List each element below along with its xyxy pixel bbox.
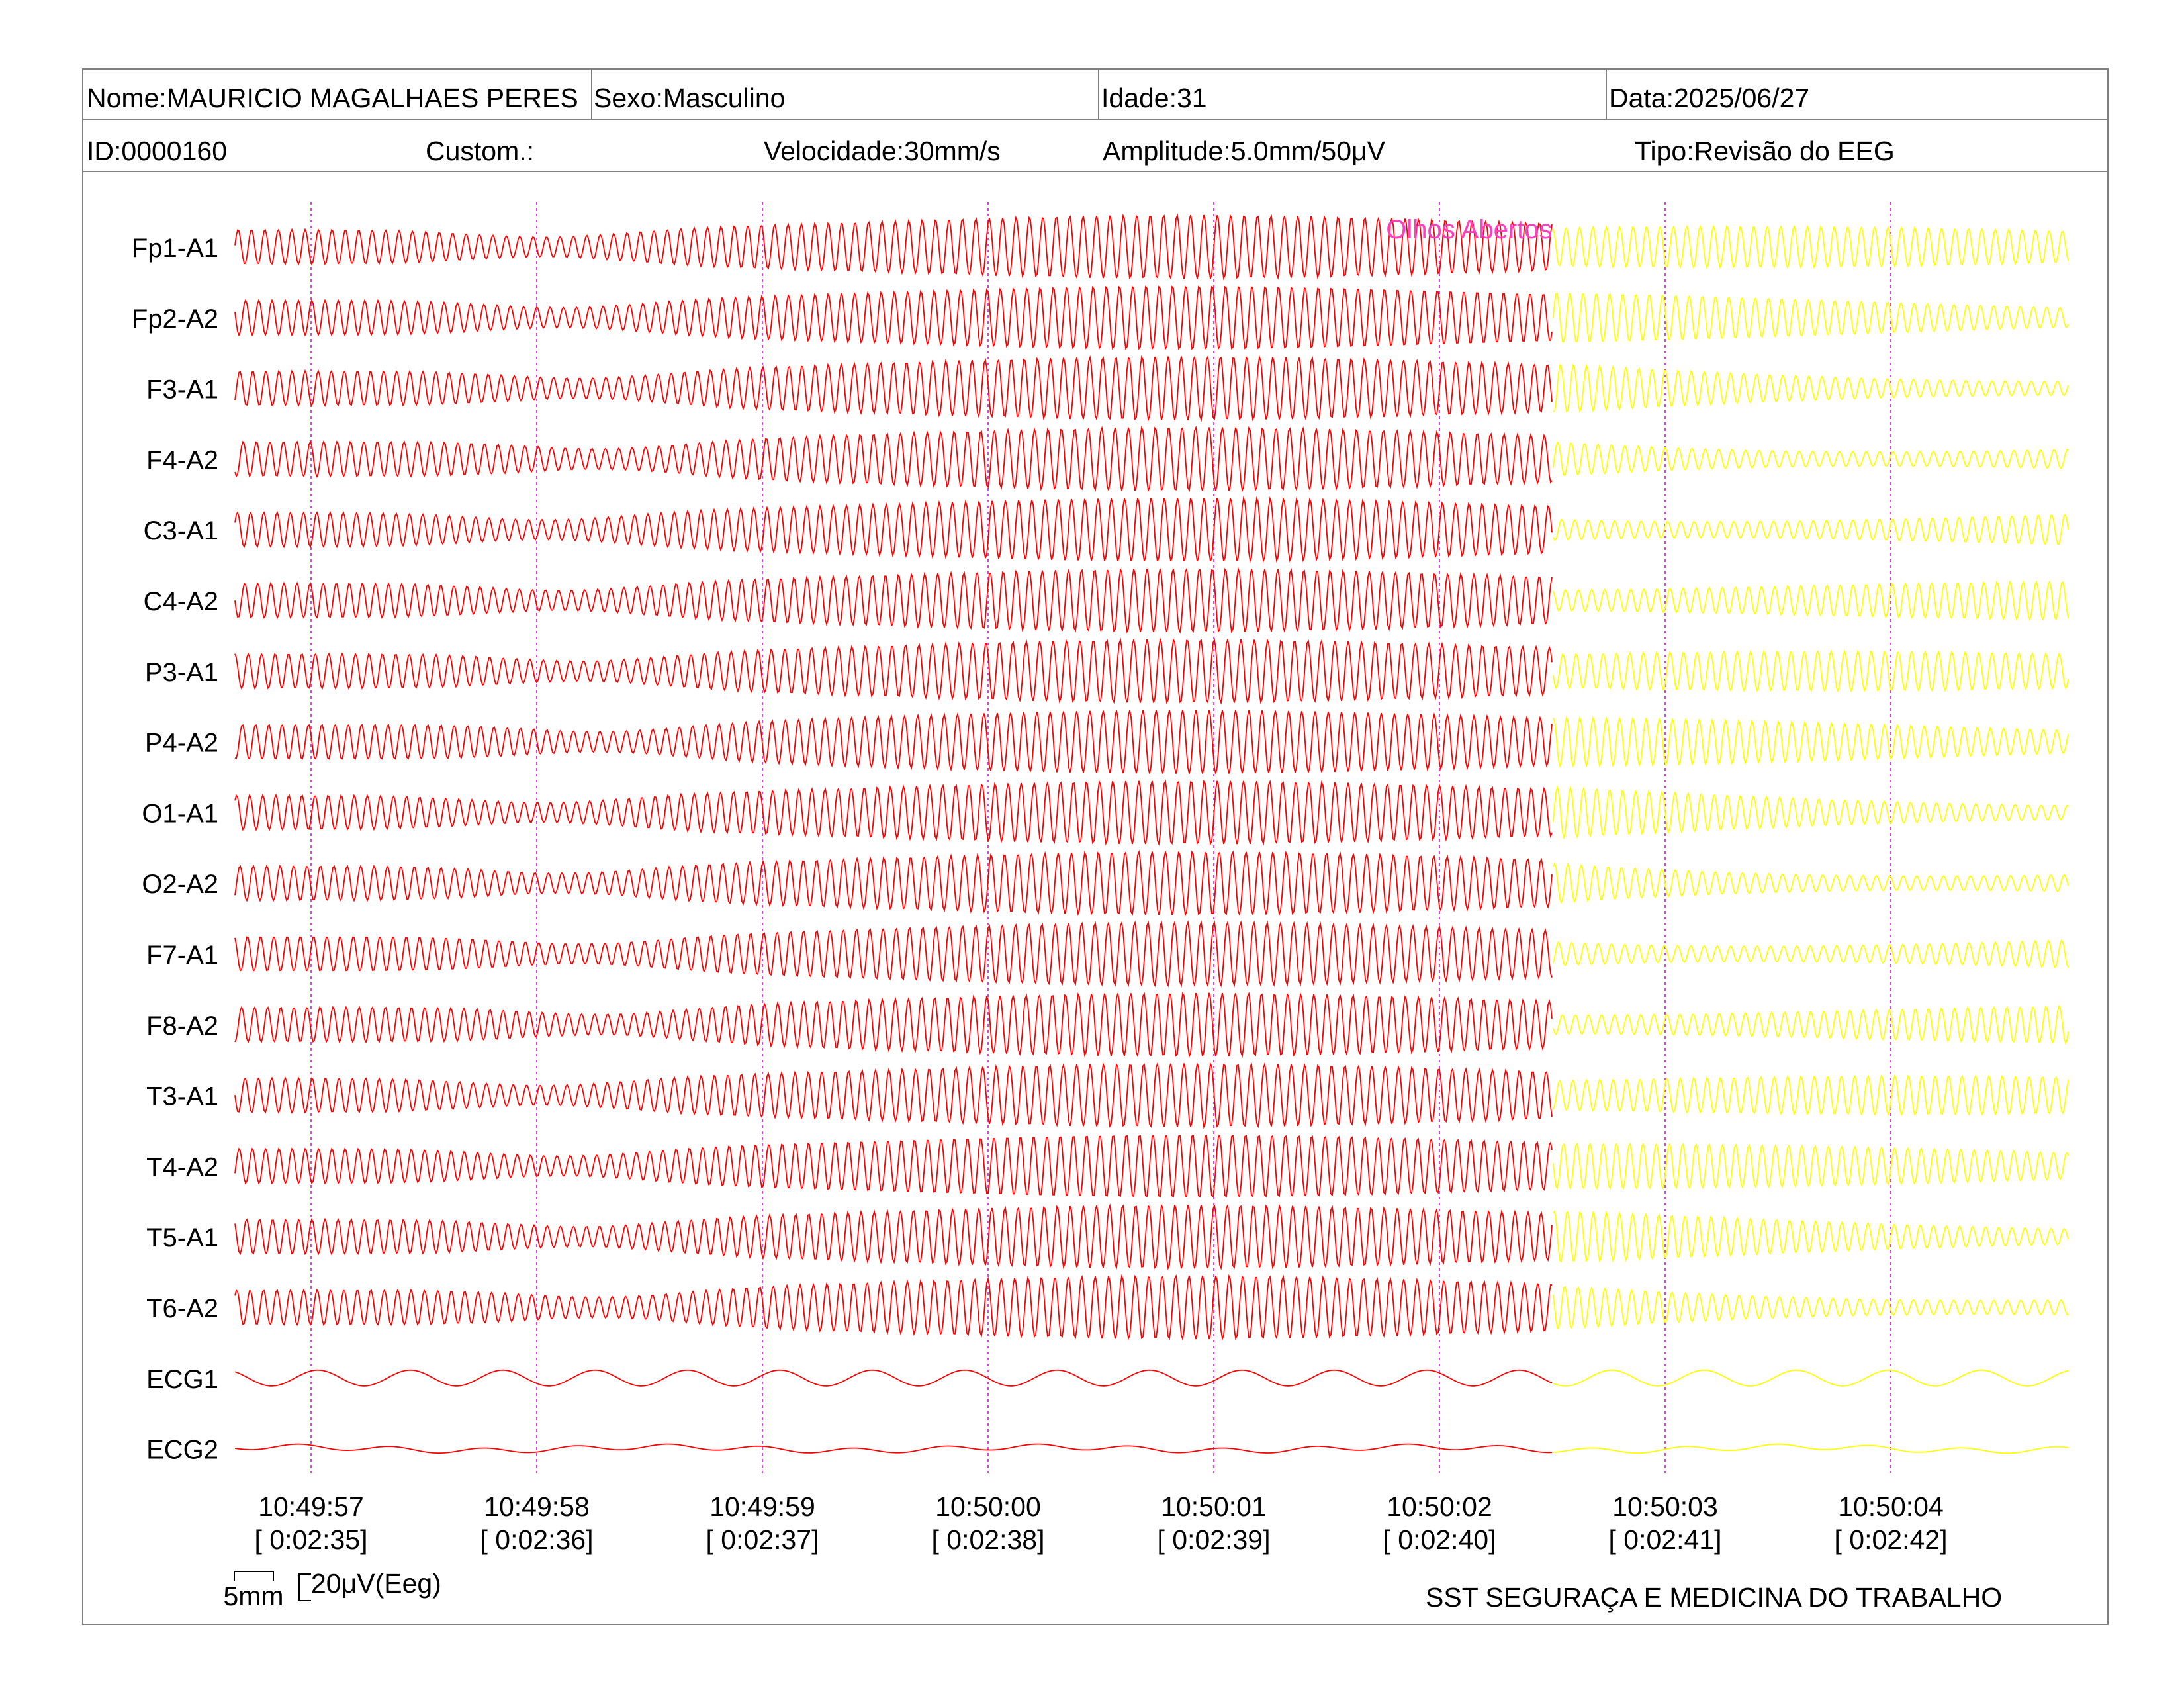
exam-date: Data:2025/06/27 (1609, 83, 1810, 113)
channel-label-F8-A2: F8-A2 (146, 1011, 218, 1041)
trace-ECG1-before (234, 1369, 1553, 1387)
trace-P3-A1-before (234, 637, 1553, 705)
tick-elapsed-4: [ 0:02:39] (1158, 1524, 1271, 1555)
trace-T6-A2-after (1553, 1286, 2069, 1329)
header-col-divider-2 (1098, 68, 1099, 120)
trace-O2-A2-after (1553, 861, 2069, 904)
exam-type: Tipo:Revisão do EEG (1635, 136, 1895, 166)
channel-label-T4-A2: T4-A2 (146, 1152, 218, 1182)
channel-label-Fp1-A1: Fp1-A1 (132, 234, 218, 263)
trace-C3-A1-after (1553, 514, 2069, 545)
channel-label-ECG1: ECG1 (146, 1365, 218, 1394)
channel-label-P4-A2: P4-A2 (145, 729, 218, 758)
patient-id: ID:0000160 (87, 136, 228, 166)
tick-elapsed-6: [ 0:02:41] (1609, 1524, 1722, 1555)
channel-label-T6-A2: T6-A2 (146, 1294, 218, 1323)
tick-elapsed-1: [ 0:02:36] (480, 1524, 594, 1555)
trace-T4-A2-after (1553, 1142, 2069, 1190)
tick-clock-3: 10:50:00 (935, 1491, 1041, 1522)
trace-ECG2-before (234, 1443, 1553, 1454)
tick-clock-6: 10:50:03 (1612, 1491, 1718, 1522)
channel-label-Fp2-A2: Fp2-A2 (132, 305, 218, 334)
channel-label-O1-A1: O1-A1 (142, 799, 218, 828)
amplitude: Amplitude:5.0mm/50μV (1103, 136, 1385, 166)
channel-label-O2-A2: O2-A2 (142, 870, 218, 899)
tick-elapsed-2: [ 0:02:37] (706, 1524, 819, 1555)
trace-Fp1-A1-before (234, 213, 1553, 281)
header-col-divider-3 (1606, 68, 1607, 120)
channel-label-C3-A1: C3-A1 (144, 516, 218, 545)
header-divider-2 (82, 171, 2109, 172)
trace-F4-A2-before (234, 425, 1553, 493)
trace-T6-A2-before (234, 1274, 1553, 1342)
trace-T4-A2-before (234, 1134, 1553, 1198)
tick-clock-1: 10:49:58 (484, 1491, 590, 1522)
amp-scale-label: 20μV(Eeg) (311, 1568, 441, 1599)
trace-P4-A2-before (234, 710, 1553, 774)
custom-field: Custom.: (426, 136, 535, 166)
tick-elapsed-7: [ 0:02:42] (1835, 1524, 1948, 1555)
chart-frame (82, 68, 2109, 1625)
trace-Fp2-A2-before (234, 285, 1553, 350)
header-col-divider-1 (591, 68, 592, 120)
tick-clock-2: 10:49:59 (709, 1491, 815, 1522)
trace-P3-A1-after (1553, 649, 2069, 693)
tick-clock-4: 10:50:01 (1161, 1491, 1267, 1522)
channel-label-F4-A2: F4-A2 (146, 445, 218, 475)
channel-label-P3-A1: P3-A1 (145, 658, 218, 687)
trace-F8-A2-before (234, 992, 1553, 1058)
trace-C4-A2-after (1553, 580, 2069, 621)
patient-sex: Sexo:Masculino (594, 83, 786, 113)
trace-O1-A1-before (234, 779, 1553, 847)
trace-Fp2-A2-after (1553, 293, 2069, 343)
trace-ECG1-after (1553, 1369, 2069, 1387)
patient-age: Idade:31 (1101, 83, 1207, 113)
amp-scale-bar (298, 1573, 311, 1601)
trace-ECG2-after (1553, 1443, 2069, 1454)
trace-T3-A1-after (1553, 1074, 2069, 1117)
tick-elapsed-3: [ 0:02:38] (932, 1524, 1045, 1555)
trace-F3-A1-before (234, 355, 1553, 422)
trace-O2-A2-before (234, 849, 1553, 917)
time-scale-bar (234, 1571, 274, 1581)
channel-label-C4-A2: C4-A2 (144, 587, 218, 616)
speed: Velocidade:30mm/s (764, 136, 1001, 166)
tick-clock-0: 10:49:57 (258, 1491, 364, 1522)
annotation-label: Olhos Abertos (1386, 215, 1552, 244)
tick-clock-7: 10:50:04 (1838, 1491, 1944, 1522)
channel-label-ECG2: ECG2 (146, 1436, 218, 1465)
trace-F7-A1-before (234, 920, 1553, 988)
trace-F7-A1-after (1553, 939, 2069, 969)
trace-F3-A1-after (1553, 363, 2069, 413)
trace-C3-A1-before (234, 496, 1553, 563)
header-divider-1 (82, 119, 2109, 120)
company-name: SST SEGURAÇA E MEDICINA DO TRABALHO (1426, 1582, 2003, 1613)
patient-name: Nome:MAURICIO MAGALHAES PERES (87, 83, 578, 113)
trace-Fp1-A1-after (1553, 224, 2069, 269)
tick-elapsed-5: [ 0:02:40] (1383, 1524, 1496, 1555)
trace-F8-A2-after (1553, 1005, 2069, 1045)
channel-label-F7-A1: F7-A1 (146, 941, 218, 970)
tick-elapsed-0: [ 0:02:35] (255, 1524, 368, 1555)
channel-label-F3-A1: F3-A1 (146, 375, 218, 404)
tick-clock-5: 10:50:02 (1387, 1491, 1492, 1522)
trace-O1-A1-after (1553, 784, 2069, 840)
trace-T5-A1-before (234, 1203, 1553, 1270)
trace-T5-A1-after (1553, 1209, 2069, 1263)
channel-label-T5-A1: T5-A1 (146, 1223, 218, 1252)
trace-P4-A2-after (1553, 716, 2069, 768)
trace-F4-A2-after (1553, 441, 2069, 477)
trace-T3-A1-before (234, 1062, 1553, 1129)
trace-C4-A2-before (234, 567, 1553, 634)
time-scale-label: 5mm (223, 1581, 283, 1611)
channel-label-T3-A1: T3-A1 (146, 1082, 218, 1111)
